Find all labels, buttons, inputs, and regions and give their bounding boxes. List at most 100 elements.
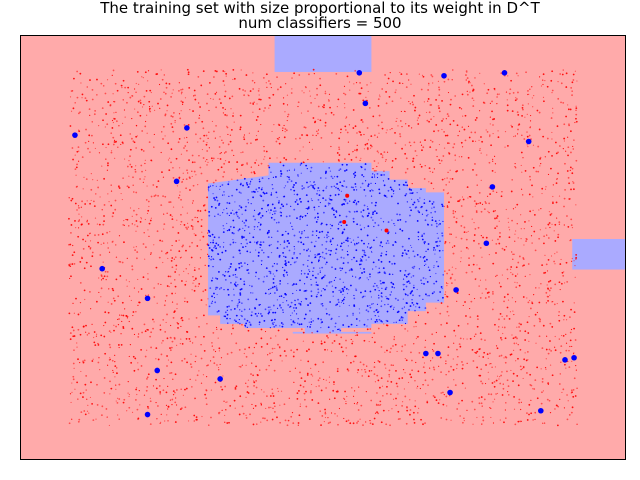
negative-point [427, 98, 430, 100]
positive-point [335, 186, 337, 189]
negative-point [558, 195, 561, 197]
negative-point [144, 162, 146, 165]
negative-point [108, 424, 110, 427]
negative-point [566, 170, 569, 172]
negative-point [542, 79, 544, 81]
positive-point [273, 207, 276, 209]
positive-point [271, 184, 273, 186]
negative-point [439, 162, 441, 165]
negative-point [112, 371, 114, 374]
negative-point [116, 401, 119, 404]
negative-point [359, 361, 362, 364]
negative-point [270, 86, 272, 89]
positive-point [228, 275, 231, 278]
positive-point [240, 288, 243, 290]
negative-point [130, 165, 133, 168]
positive-point [292, 320, 295, 323]
negative-point [482, 236, 484, 239]
positive-point [303, 230, 306, 232]
negative-point [208, 82, 211, 84]
negative-point [186, 222, 189, 224]
negative-point [250, 171, 253, 174]
negative-point [243, 138, 246, 141]
negative-point [409, 103, 411, 105]
positive-point [313, 187, 316, 190]
negative-point [509, 311, 512, 313]
positive-point [263, 192, 266, 195]
positive-point [330, 249, 332, 252]
negative-point [481, 203, 484, 205]
negative-point [202, 374, 205, 376]
negative-point [397, 410, 400, 413]
positive-point [242, 236, 245, 239]
negative-point [78, 418, 81, 421]
negative-point [325, 113, 327, 115]
negative-point [568, 123, 570, 126]
positive-point [415, 306, 417, 308]
negative-point [205, 304, 207, 306]
negative-point [556, 125, 559, 128]
negative-point [571, 90, 573, 92]
negative-point [202, 290, 205, 293]
negative-point [260, 402, 262, 405]
negative-point [214, 92, 217, 95]
positive-point [358, 278, 360, 280]
negative-point [135, 91, 137, 93]
negative-point [85, 99, 88, 102]
positive-point [410, 198, 413, 200]
negative-point [269, 157, 271, 160]
positive-point [308, 185, 310, 187]
negative-point [520, 164, 522, 167]
negative-point [231, 178, 233, 180]
negative-point [575, 120, 578, 123]
negative-point [560, 101, 562, 104]
positive-point [387, 303, 389, 305]
positive-point [339, 245, 342, 248]
positive-point [282, 164, 285, 167]
negative-point [551, 223, 553, 225]
positive-point [295, 283, 298, 286]
negative-point [174, 121, 176, 124]
negative-point [438, 159, 441, 161]
positive-point [270, 251, 273, 254]
negative-point [473, 408, 476, 411]
negative-point [162, 176, 165, 178]
negative-point [256, 138, 258, 141]
negative-point [162, 319, 164, 321]
negative-point [68, 217, 70, 220]
negative-point [489, 123, 491, 125]
negative-point [486, 353, 489, 356]
positive-point [359, 224, 361, 226]
positive-point [207, 244, 210, 247]
positive-point [261, 177, 264, 180]
negative-point [220, 102, 222, 104]
positive-point [318, 259, 320, 262]
positive-point [317, 317, 320, 320]
positive-point [353, 243, 356, 245]
negative-point [401, 377, 404, 379]
negative-point [570, 86, 573, 89]
positive-point [386, 196, 388, 198]
negative-point [555, 182, 558, 185]
negative-point [195, 416, 198, 418]
negative-point [558, 319, 561, 322]
negative-point [569, 108, 572, 111]
negative-point [527, 93, 529, 96]
negative-point [499, 232, 501, 234]
positive-point [317, 288, 320, 291]
negative-point [346, 75, 349, 78]
negative-point [539, 320, 541, 323]
negative-point [563, 205, 565, 208]
positive-point [440, 286, 443, 288]
negative-point [115, 244, 117, 246]
positive-point [437, 299, 439, 301]
positive-point [296, 217, 298, 219]
negative-point [96, 383, 98, 386]
negative-point [395, 120, 397, 122]
negative-point [107, 101, 110, 103]
negative-point [435, 98, 437, 101]
positive-point [286, 245, 289, 248]
positive-point [249, 284, 251, 287]
positive-point [304, 313, 307, 316]
positive-point [402, 283, 405, 286]
